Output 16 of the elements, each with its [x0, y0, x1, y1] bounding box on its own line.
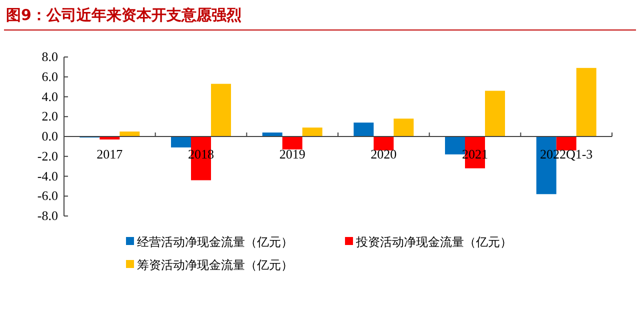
y-tick-label: -4.0 — [37, 168, 58, 184]
legend-label: 筹资活动净现金流量（亿元） — [137, 258, 293, 272]
title: 图9：公司近年来资本开支意愿强烈 — [6, 6, 242, 24]
x-tick-label: 2019 — [279, 146, 306, 162]
y-tick-label: -2.0 — [37, 148, 58, 164]
y-tick-label: 6.0 — [42, 68, 58, 84]
y-tick-label: 4.0 — [42, 88, 58, 104]
x-tick-label: 2017 — [96, 146, 124, 162]
x-tick-label: 2020 — [370, 146, 397, 162]
y-tick-label: 8.0 — [42, 49, 58, 64]
legend-label: 经营活动净现金流量（亿元） — [137, 235, 293, 249]
y-tick-label: -8.0 — [37, 208, 58, 223]
y-tick-label: 0.0 — [42, 128, 58, 144]
legend-label: 投资活动净现金流量（亿元） — [355, 235, 512, 249]
y-tick-label: 2.0 — [42, 108, 58, 124]
y-tick-label: -6.0 — [37, 188, 58, 204]
